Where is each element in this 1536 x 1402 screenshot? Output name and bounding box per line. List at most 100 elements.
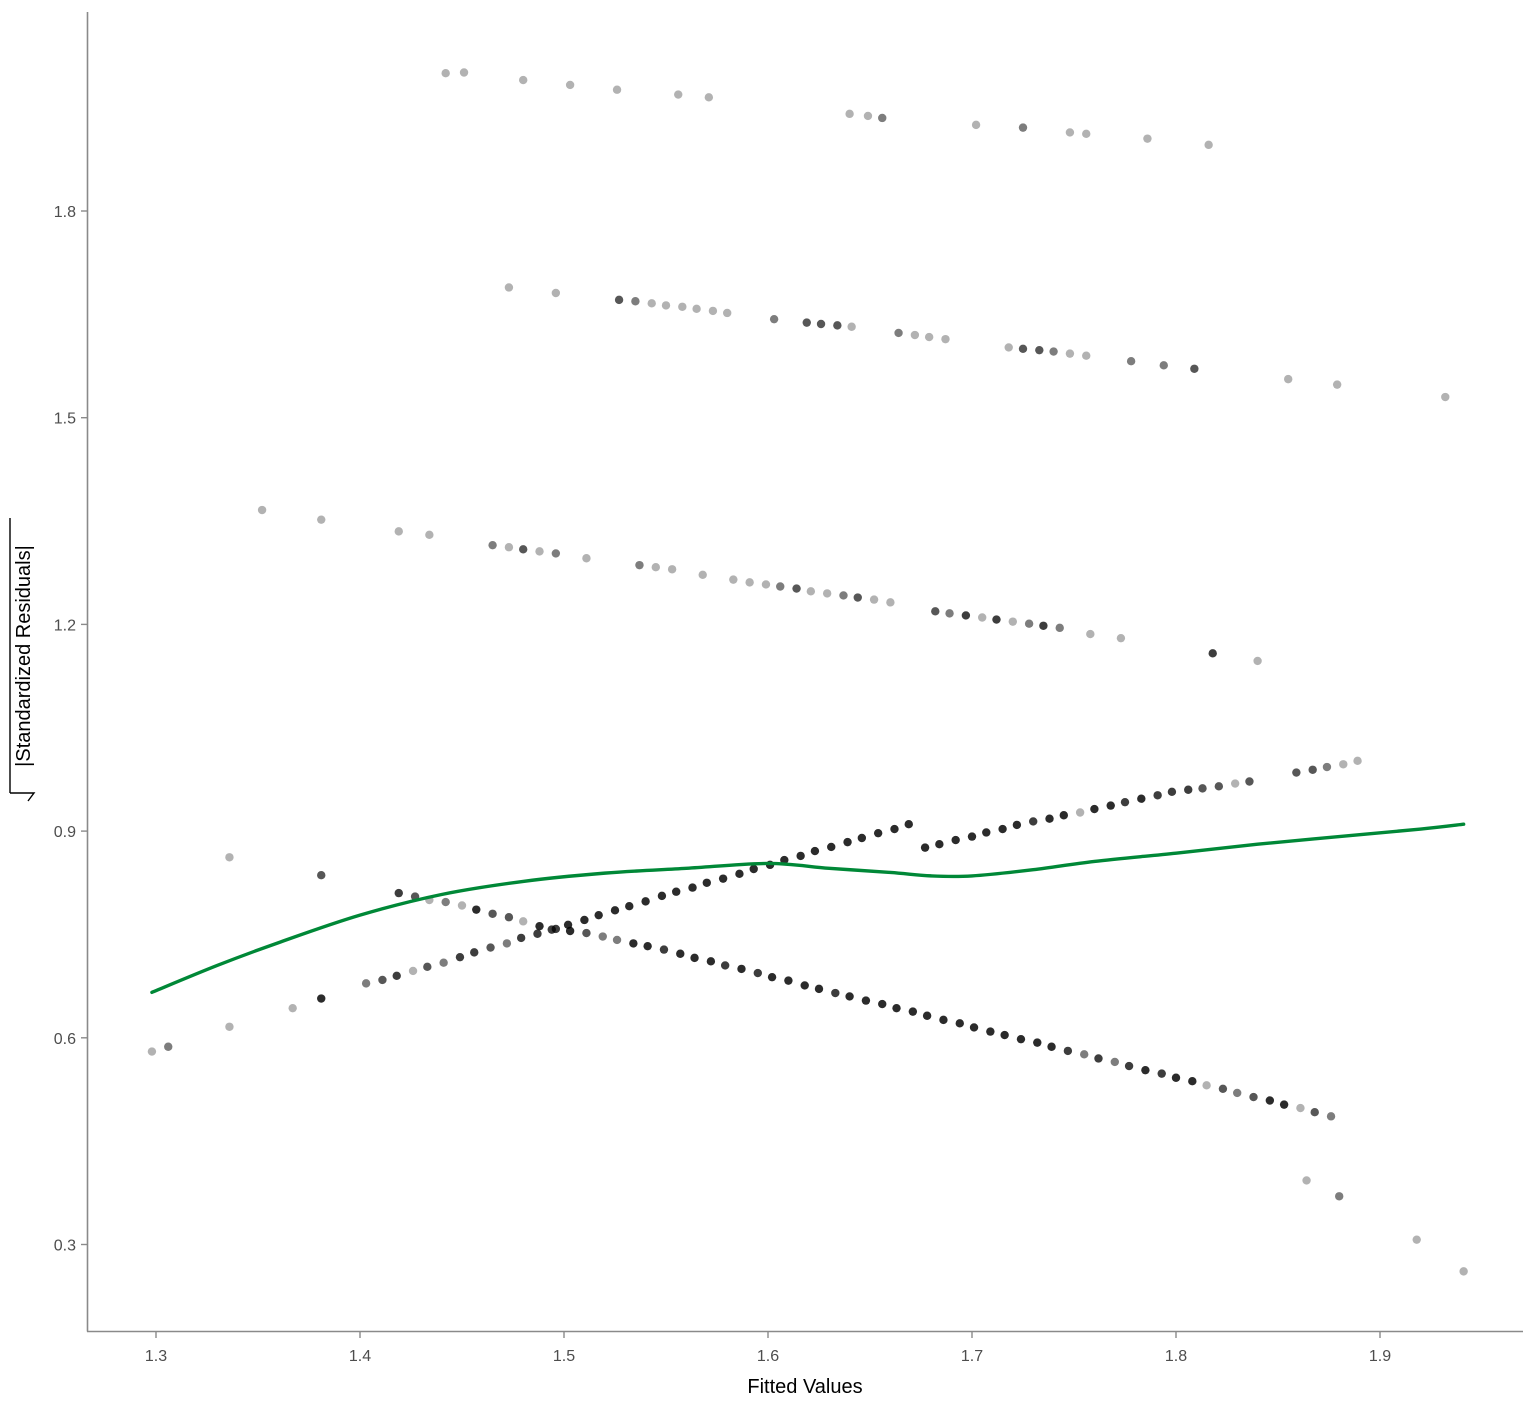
data-point: [1284, 374, 1293, 384]
data-point: [361, 979, 371, 988]
data-point: [1412, 1235, 1421, 1244]
data-point: [802, 318, 811, 327]
data-point: [1035, 345, 1044, 355]
data-point: [1167, 787, 1177, 797]
data-point: [225, 853, 234, 862]
data-point: [317, 870, 326, 880]
data-point: [676, 949, 685, 958]
data-point: [1459, 1267, 1468, 1276]
data-point: [886, 598, 895, 607]
data-point: [892, 1003, 901, 1013]
data-point: [1249, 1092, 1258, 1102]
data-point: [951, 835, 960, 845]
data-point: [945, 609, 954, 618]
data-point: [1126, 357, 1136, 366]
data-point: [1063, 1046, 1073, 1056]
data-point: [955, 1019, 964, 1028]
data-point: [1029, 817, 1038, 826]
data-point: [504, 543, 514, 552]
data-point: [971, 120, 981, 130]
x-tick-label: 1.3: [145, 1348, 167, 1365]
data-point: [1335, 1192, 1344, 1201]
data-point: [635, 560, 644, 570]
data-point: [853, 593, 862, 602]
data-point: [1018, 123, 1028, 132]
data-point: [394, 527, 403, 536]
data-point: [1353, 756, 1362, 766]
data-point: [441, 897, 450, 907]
data-point: [502, 939, 512, 948]
x-axis-ticks: 1.3 1.4 1.5 1.6 1.7 1.8 1.9: [145, 1332, 1391, 1365]
data-point: [1116, 633, 1126, 643]
data-point: [1082, 351, 1091, 360]
data-point: [1000, 1030, 1009, 1040]
data-point: [565, 80, 575, 90]
data-point: [831, 988, 840, 998]
data-point: [1310, 1108, 1319, 1117]
data-point: [878, 999, 887, 1009]
data-point: [1141, 1065, 1150, 1075]
data-point: [1184, 785, 1193, 794]
data-point: [257, 505, 267, 515]
data-point: [533, 929, 542, 938]
data-point: [678, 302, 687, 311]
data-point: [878, 113, 887, 123]
data-point: [516, 933, 526, 943]
data-point: [723, 308, 732, 318]
data-point: [1208, 649, 1217, 658]
data-point: [1049, 347, 1058, 356]
data-point: [737, 964, 746, 974]
data-point: [863, 111, 873, 121]
loess-smooth-line: [150, 822, 1466, 995]
data-point: [1188, 1077, 1197, 1086]
data-point: [1171, 1073, 1181, 1082]
data-point: [1080, 1050, 1089, 1059]
data-point: [843, 837, 852, 847]
data-point: [1090, 804, 1099, 814]
data-point: [457, 901, 467, 910]
data-point: [822, 589, 832, 598]
data-point: [455, 952, 465, 962]
data-point: [1137, 794, 1146, 803]
data-point: [504, 913, 514, 922]
data-point: [1047, 1042, 1056, 1051]
data-point: [967, 832, 977, 841]
data-point: [827, 842, 836, 852]
data-point: [1253, 656, 1262, 666]
sqrt-radical-icon: [10, 792, 36, 802]
data-point: [857, 833, 867, 843]
data-point: [1086, 629, 1095, 639]
data-point: [674, 90, 683, 99]
data-point: [519, 75, 528, 85]
data-point: [1012, 820, 1022, 830]
data-point: [672, 887, 681, 896]
data-point: [1008, 617, 1017, 626]
data-point: [839, 591, 848, 600]
data-point: [661, 301, 671, 310]
x-tick-label: 1.4: [349, 1348, 371, 1365]
data-point: [810, 846, 820, 856]
data-point: [392, 971, 401, 980]
data-point: [1332, 380, 1342, 389]
data-point: [423, 962, 432, 972]
data-point: [488, 909, 497, 918]
data-point: [1110, 1057, 1120, 1067]
data-point: [931, 607, 940, 616]
data-point: [735, 869, 744, 879]
data-point: [1018, 344, 1028, 353]
data-point: [1124, 1061, 1134, 1071]
data-point: [688, 883, 697, 892]
data-point: [614, 295, 624, 305]
data-point: [1159, 361, 1168, 370]
y-tick-label: 0.3: [54, 1238, 76, 1255]
data-point: [1153, 791, 1162, 800]
data-point: [706, 957, 716, 966]
data-point: [792, 584, 801, 593]
y-axis-title-group: |Standardized Residuals|: [9, 518, 36, 802]
data-point: [441, 69, 450, 78]
data-point: [1302, 1176, 1311, 1185]
data-point: [869, 595, 879, 604]
data-point: [920, 843, 930, 852]
data-point: [535, 921, 544, 931]
data-point: [1094, 1054, 1103, 1063]
